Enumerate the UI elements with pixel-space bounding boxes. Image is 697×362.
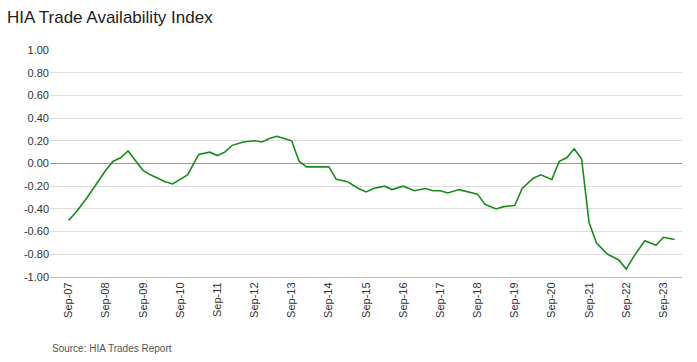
svg-text:Sep-08: Sep-08	[99, 282, 111, 317]
svg-text:-0.20: -0.20	[24, 180, 49, 192]
svg-text:Sep-07: Sep-07	[62, 282, 74, 317]
svg-text:Sep-21: Sep-21	[583, 282, 595, 317]
svg-text:1.00: 1.00	[28, 44, 49, 56]
svg-text:-0.40: -0.40	[24, 203, 49, 215]
svg-text:Sep-19: Sep-19	[508, 282, 520, 317]
svg-text:Sep-17: Sep-17	[434, 282, 446, 317]
svg-text:Sep-23: Sep-23	[657, 282, 669, 317]
svg-text:Sep-20: Sep-20	[545, 282, 557, 317]
svg-text:Sep-12: Sep-12	[248, 282, 260, 317]
svg-text:Sep-09: Sep-09	[137, 282, 149, 317]
svg-text:-1.00: -1.00	[24, 271, 49, 283]
svg-text:0.60: 0.60	[28, 89, 49, 101]
svg-text:Sep-22: Sep-22	[620, 282, 632, 317]
svg-text:0.40: 0.40	[28, 112, 49, 124]
svg-text:Sep-11: Sep-11	[211, 282, 223, 317]
svg-text:0.00: 0.00	[28, 157, 49, 169]
svg-text:Sep-16: Sep-16	[397, 282, 409, 317]
svg-text:HIA Trade Availability Index: HIA Trade Availability Index	[7, 8, 213, 27]
svg-text:Sep-13: Sep-13	[285, 282, 297, 317]
svg-text:Sep-14: Sep-14	[322, 282, 334, 317]
svg-text:Sep-15: Sep-15	[360, 282, 372, 317]
svg-text:Source: HIA Trades Report: Source: HIA Trades Report	[52, 343, 172, 354]
svg-text:0.20: 0.20	[28, 135, 49, 147]
svg-text:Sep-18: Sep-18	[471, 282, 483, 317]
svg-text:Sep-10: Sep-10	[174, 282, 186, 317]
svg-text:0.80: 0.80	[28, 67, 49, 79]
svg-text:-0.60: -0.60	[24, 225, 49, 237]
svg-text:-0.80: -0.80	[24, 248, 49, 260]
